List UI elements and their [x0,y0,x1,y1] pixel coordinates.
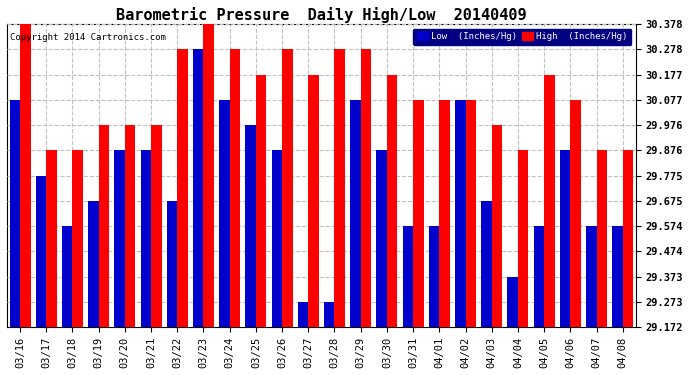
Bar [298,302,308,327]
Bar [141,150,151,327]
Legend: Low  (Inches/Hg), High  (Inches/Hg): Low (Inches/Hg), High (Inches/Hg) [413,28,631,45]
Bar [361,49,371,327]
Bar [308,75,319,327]
Bar [440,100,450,327]
Bar [177,49,188,327]
Bar [518,150,529,327]
Bar [533,226,544,327]
Bar [72,150,83,327]
Bar [256,75,266,327]
Bar [62,226,72,327]
Bar [351,100,361,327]
Bar [272,150,282,327]
Bar [219,100,230,327]
Bar [335,49,345,327]
Bar [324,302,335,327]
Title: Barometric Pressure  Daily High/Low  20140409: Barometric Pressure Daily High/Low 20140… [116,7,526,23]
Bar [115,150,125,327]
Bar [204,24,214,327]
Bar [571,100,581,327]
Bar [597,150,607,327]
Bar [36,176,46,327]
Bar [428,226,440,327]
Bar [387,75,397,327]
Bar [246,125,256,327]
Bar [403,226,413,327]
Bar [167,201,177,327]
Bar [481,201,492,327]
Bar [46,150,57,327]
Bar [492,125,502,327]
Bar [10,100,20,327]
Bar [466,100,476,327]
Bar [544,75,555,327]
Bar [193,49,204,327]
Bar [413,100,424,327]
Text: Copyright 2014 Cartronics.com: Copyright 2014 Cartronics.com [10,33,166,42]
Bar [151,125,161,327]
Bar [586,226,597,327]
Bar [125,125,135,327]
Bar [507,277,518,327]
Bar [377,150,387,327]
Bar [612,226,623,327]
Bar [623,150,633,327]
Bar [282,49,293,327]
Bar [230,49,240,327]
Bar [20,24,30,327]
Bar [88,201,99,327]
Bar [99,125,109,327]
Bar [455,100,466,327]
Bar [560,150,571,327]
